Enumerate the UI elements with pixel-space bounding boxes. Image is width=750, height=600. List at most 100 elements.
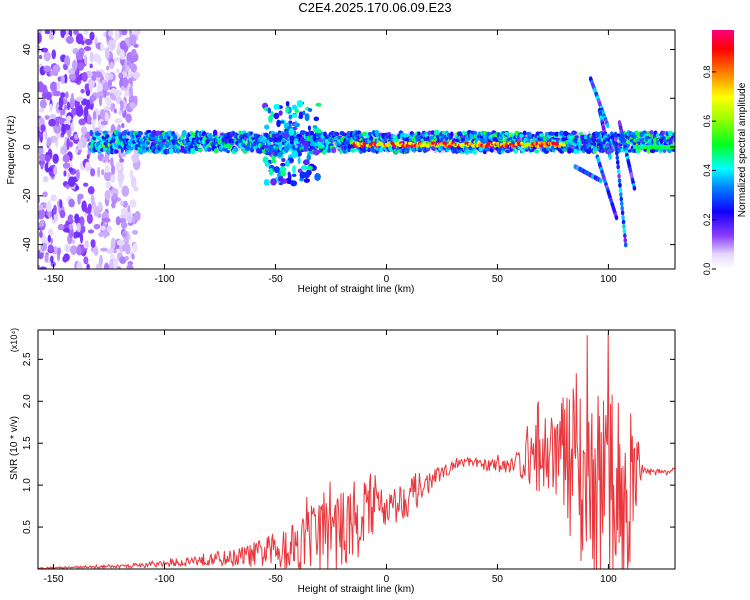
spectrogram-cell <box>73 30 79 35</box>
spectrogram-cell <box>83 256 89 265</box>
spectrogram-x-ticks: -150 -100 -50 0 50 100 <box>44 30 617 285</box>
spectrogram-cell <box>273 137 279 142</box>
spectrogram-cell <box>76 261 83 269</box>
spectrogram-cell <box>288 114 293 120</box>
spectrogram-cell <box>315 102 322 107</box>
spectrogram-y-tick-label: -20 <box>22 188 33 203</box>
spectrogram-cell <box>73 133 79 141</box>
spectrogram-cell <box>263 179 270 186</box>
spectrogram-cell <box>78 118 87 126</box>
spectrogram-cell <box>42 175 49 183</box>
spectrogram-cell <box>614 141 618 147</box>
spectrogram-cell <box>75 51 81 58</box>
spectrogram-cell <box>279 166 287 174</box>
spectrogram-cell <box>614 215 619 221</box>
spectrogram-cell <box>115 118 122 123</box>
spectrogram-cell <box>83 106 89 118</box>
spectrogram-cell <box>615 159 620 165</box>
spectrogram-cell <box>542 141 546 145</box>
snr-y-multiplier: (x10⁴) <box>9 328 19 352</box>
spectrogram-cell <box>665 134 670 141</box>
spectrogram-cell <box>107 226 112 232</box>
spectrogram-cell <box>68 176 76 188</box>
spectrogram-cell <box>120 101 124 110</box>
spectrogram-cell <box>176 149 181 154</box>
spectrogram-cell <box>113 149 119 154</box>
spectrogram-cell <box>57 247 61 256</box>
spectrogram-cell <box>634 130 639 136</box>
spectrogram-cell <box>97 166 101 178</box>
spectrogram-cell <box>38 195 41 204</box>
spectrogram-cell <box>492 136 498 143</box>
spectrogram-y-tick-label: 0 <box>22 144 33 150</box>
spectrogram-cell <box>285 100 290 107</box>
spectrogram-y-tick-label: -40 <box>22 237 33 252</box>
spectrogram-cell <box>206 147 212 152</box>
spectrogram-cell <box>405 144 410 148</box>
spectrogram-cell <box>277 152 283 158</box>
spectrogram-cell <box>72 59 78 72</box>
spectrogram-cell <box>278 135 283 141</box>
spectrogram-cell <box>155 130 161 136</box>
spectrogram-cell <box>44 115 50 120</box>
spectrogram-cell <box>127 234 131 240</box>
spectrogram-cell <box>268 167 274 176</box>
spectrogram-cell <box>522 130 527 136</box>
spectrogram-cell <box>68 72 76 81</box>
spectrogram-cell <box>267 107 272 114</box>
spectrogram-cell <box>96 135 100 141</box>
spectrogram-cell <box>120 221 128 229</box>
spectrogram-cell <box>314 172 321 181</box>
spectrogram-cell <box>264 151 272 156</box>
spectrogram-cell <box>434 129 440 136</box>
spectrogram-cell <box>623 233 627 239</box>
snr-x-tick-label: -150 <box>44 574 64 585</box>
spectrogram-cell <box>181 131 187 137</box>
spectrogram-cell <box>44 129 48 140</box>
spectrogram-x-axis-label: Height of straight line (km) <box>298 284 415 295</box>
spectrogram-cell <box>60 92 66 99</box>
spectrogram-cell <box>122 63 126 72</box>
spectrogram-cell <box>81 40 85 46</box>
spectrogram-cell <box>67 214 74 225</box>
spectrogram-cell <box>312 125 318 129</box>
spectrogram-cell <box>61 108 66 116</box>
spectrogram-cell <box>567 147 572 154</box>
spectrogram-cell <box>103 262 110 269</box>
spectrogram-cell <box>280 171 287 177</box>
spectrogram-cell <box>38 230 43 238</box>
spectrogram-cell <box>49 70 57 76</box>
spectrogram-cell <box>111 164 116 176</box>
spectrogram-cell <box>80 126 88 135</box>
spectrogram-cell <box>314 142 319 146</box>
spectrogram-cell <box>47 234 51 243</box>
spectrogram-cell <box>285 106 289 114</box>
spectrogram-cell <box>303 178 310 183</box>
spectrogram-cell <box>296 100 303 108</box>
spectrogram-cell <box>101 169 105 176</box>
spectrogram-cell <box>38 44 41 54</box>
spectrogram-cell <box>615 150 619 156</box>
spectrogram-cell <box>38 107 45 113</box>
spectrogram-cell <box>293 122 301 128</box>
spectrogram-cell <box>132 215 136 225</box>
spectrogram-cell <box>290 113 298 118</box>
spectrogram-cell <box>123 129 127 136</box>
spectrogram-cell <box>621 214 625 220</box>
spectrogram-cell <box>312 133 317 142</box>
spectrogram-cell <box>124 243 131 255</box>
spectrogram-cell <box>619 201 624 207</box>
spectrogram-cell <box>613 132 617 138</box>
spectrogram-cell <box>90 194 95 206</box>
spectrogram-x-tick-label: -150 <box>44 274 64 285</box>
spectrogram-cell <box>95 132 102 136</box>
spectrogram-cell <box>46 137 52 147</box>
spectrogram-cell <box>83 30 89 35</box>
spectrogram-cell <box>103 106 112 111</box>
snr-y-tick-label: 1.0 <box>22 478 33 492</box>
spectrogram-cell <box>97 54 101 66</box>
spectrogram-cell <box>273 103 280 110</box>
spectrogram-cell <box>68 198 75 208</box>
spectrogram-cell <box>297 156 301 165</box>
